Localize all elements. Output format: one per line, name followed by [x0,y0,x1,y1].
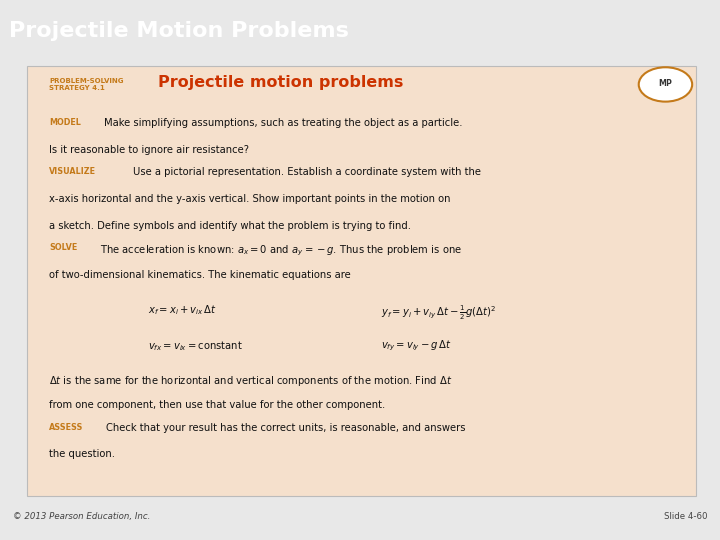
Text: from one component, then use that value for the other component.: from one component, then use that value … [50,401,386,410]
Text: VISUALIZE: VISUALIZE [50,167,96,176]
Text: $\Delta t$ is the same for the horizontal and vertical components of the motion.: $\Delta t$ is the same for the horizonta… [50,374,453,388]
Text: Projectile motion problems: Projectile motion problems [158,75,403,90]
Text: $x_f = x_i + v_{ix}\,\Delta t$: $x_f = x_i + v_{ix}\,\Delta t$ [148,303,216,317]
Text: $v_{fy} = v_{iy} - g\,\Delta t$: $v_{fy} = v_{iy} - g\,\Delta t$ [382,339,452,353]
Text: Projectile Motion Problems: Projectile Motion Problems [9,22,349,42]
FancyBboxPatch shape [27,66,696,496]
Text: PROBLEM-SOLVING
STRATEGY 4.1: PROBLEM-SOLVING STRATEGY 4.1 [50,78,124,91]
Text: SOLVE: SOLVE [50,244,78,252]
Text: Slide 4-60: Slide 4-60 [664,512,707,522]
Text: a sketch. Define symbols and identify what the problem is trying to find.: a sketch. Define symbols and identify wh… [50,220,411,231]
Text: The acceleration is known: $a_x = 0$ and $a_y = -g$. Thus the problem is one: The acceleration is known: $a_x = 0$ and… [99,244,462,258]
Circle shape [639,68,692,102]
Text: MODEL: MODEL [50,118,81,127]
Text: the question.: the question. [50,449,115,460]
Text: of two-dimensional kinematics. The kinematic equations are: of two-dimensional kinematics. The kinem… [50,270,351,280]
Text: $y_f = y_i + v_{iy}\,\Delta t - \frac{1}{2}g(\Delta t)^2$: $y_f = y_i + v_{iy}\,\Delta t - \frac{1}… [382,303,497,322]
Text: x-axis horizontal and the y-axis vertical. Show important points in the motion o: x-axis horizontal and the y-axis vertica… [50,194,451,204]
Text: Check that your result has the correct units, is reasonable, and answers: Check that your result has the correct u… [107,423,466,433]
Text: Use a pictorial representation. Establish a coordinate system with the: Use a pictorial representation. Establis… [133,167,481,177]
Text: MP: MP [659,79,672,88]
Text: ASSESS: ASSESS [50,423,84,432]
Text: $v_{fx} = v_{ix} = \mathrm{constant}$: $v_{fx} = v_{ix} = \mathrm{constant}$ [148,339,243,353]
Text: Is it reasonable to ignore air resistance?: Is it reasonable to ignore air resistanc… [50,145,249,154]
Text: Make simplifying assumptions, such as treating the object as a particle.: Make simplifying assumptions, such as tr… [104,118,463,128]
Text: © 2013 Pearson Education, Inc.: © 2013 Pearson Education, Inc. [13,512,150,522]
